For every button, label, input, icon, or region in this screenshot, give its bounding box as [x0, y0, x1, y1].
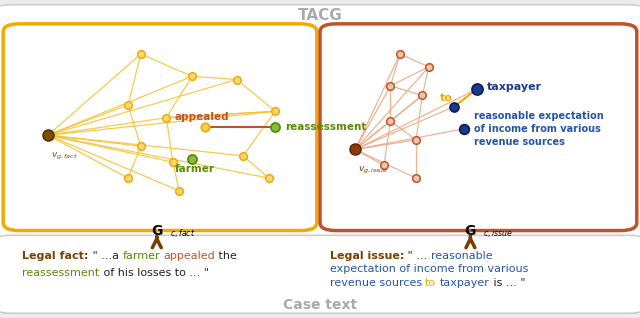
Text: farmer: farmer: [175, 164, 215, 174]
Text: reasonable: reasonable: [431, 251, 492, 261]
Text: appealed: appealed: [174, 113, 229, 122]
Text: to: to: [440, 93, 453, 103]
Text: $\mathbf{G}$: $\mathbf{G}$: [150, 224, 163, 238]
Text: farmer: farmer: [122, 251, 160, 261]
Text: reasonable expectation
of income from various
revenue sources: reasonable expectation of income from va…: [474, 111, 604, 147]
Text: revenue sources: revenue sources: [330, 278, 422, 288]
Text: " ...: " ...: [404, 251, 431, 261]
FancyBboxPatch shape: [0, 235, 640, 313]
Text: taxpayer: taxpayer: [486, 82, 541, 93]
Text: reassessment: reassessment: [285, 122, 366, 132]
FancyBboxPatch shape: [0, 5, 640, 243]
Text: to: to: [425, 278, 436, 288]
Text: of his losses to ... ": of his losses to ... ": [100, 268, 209, 279]
Text: $\mathit{v}_{g,issue}$: $\mathit{v}_{g,issue}$: [358, 165, 389, 176]
FancyBboxPatch shape: [3, 24, 317, 231]
Text: Case text: Case text: [283, 298, 357, 312]
Text: $\mathbf{G}$: $\mathbf{G}$: [464, 224, 477, 238]
Text: reassessment: reassessment: [22, 268, 100, 279]
Text: is ... ": is ... ": [490, 278, 525, 288]
Text: $\mathit{v}_{g,fact}$: $\mathit{v}_{g,fact}$: [51, 151, 78, 162]
Text: Legal fact:: Legal fact:: [22, 251, 89, 261]
Text: expectation of income from various: expectation of income from various: [330, 264, 528, 274]
Text: taxpayer: taxpayer: [440, 278, 490, 288]
Text: $_{c,fact}$: $_{c,fact}$: [170, 227, 195, 241]
Text: $_{c,issue}$: $_{c,issue}$: [483, 227, 513, 241]
FancyBboxPatch shape: [320, 24, 637, 231]
Text: " ...a: " ...a: [89, 251, 122, 261]
Text: the: the: [215, 251, 237, 261]
Text: TACG: TACG: [298, 8, 342, 23]
Text: Legal issue:: Legal issue:: [330, 251, 404, 261]
Text: appealed: appealed: [163, 251, 215, 261]
